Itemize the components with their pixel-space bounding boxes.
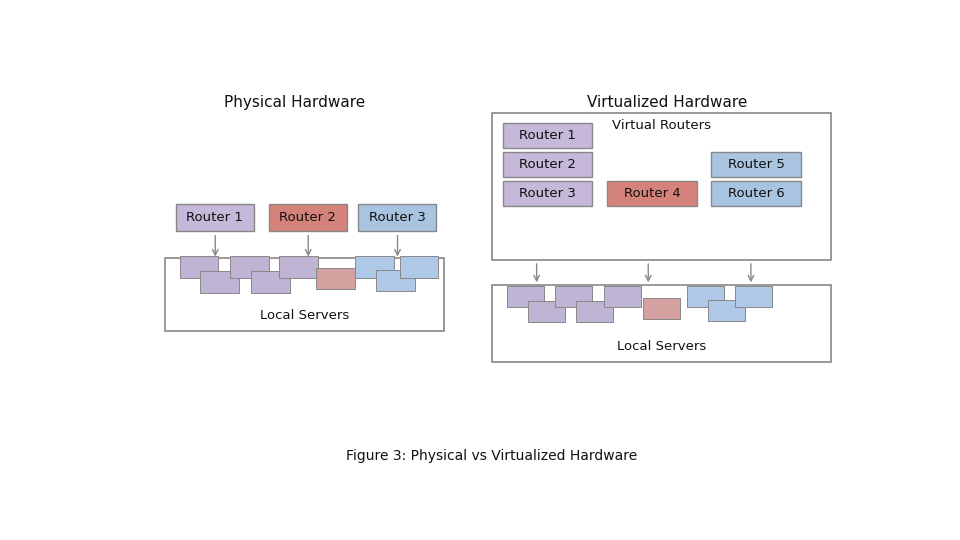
Bar [180,256,218,278]
Bar [279,256,318,278]
Bar [201,271,239,293]
Text: Router 6: Router 6 [728,187,784,200]
Bar [711,152,801,177]
Text: Virtualized Hardware: Virtualized Hardware [587,94,747,110]
Bar [355,256,394,278]
Bar [251,271,290,293]
Bar [492,113,830,260]
Text: Router 3: Router 3 [369,211,425,224]
Text: Router 2: Router 2 [519,158,576,171]
Bar [576,301,613,322]
Bar [507,286,544,307]
Bar [317,268,355,289]
Text: Router 1: Router 1 [186,211,243,224]
Bar [269,204,347,231]
Text: Physical Hardware: Physical Hardware [225,94,366,110]
Bar [358,204,436,231]
Bar [604,286,641,307]
Bar [176,204,253,231]
Bar [503,123,592,148]
Text: Figure 3: Physical vs Virtualized Hardware: Figure 3: Physical vs Virtualized Hardwa… [347,449,637,463]
Bar [165,258,444,331]
Bar [399,256,439,278]
Bar [230,256,269,278]
Text: Router 4: Router 4 [624,187,681,200]
Bar [492,285,830,362]
Bar [708,300,745,321]
Text: Virtual Routers: Virtual Routers [612,119,710,132]
Bar [608,181,697,206]
Text: Router 2: Router 2 [279,211,336,224]
Bar [711,181,801,206]
Bar [528,301,564,322]
Bar [503,181,592,206]
Text: Local Servers: Local Servers [616,340,706,353]
Text: Router 1: Router 1 [519,129,576,142]
Bar [687,286,724,307]
Bar [376,270,415,292]
Bar [643,299,681,319]
Text: Router 3: Router 3 [519,187,576,200]
Bar [734,286,772,307]
Bar [503,152,592,177]
Bar [555,286,592,307]
Text: Local Servers: Local Servers [259,309,348,322]
Text: Router 5: Router 5 [728,158,784,171]
